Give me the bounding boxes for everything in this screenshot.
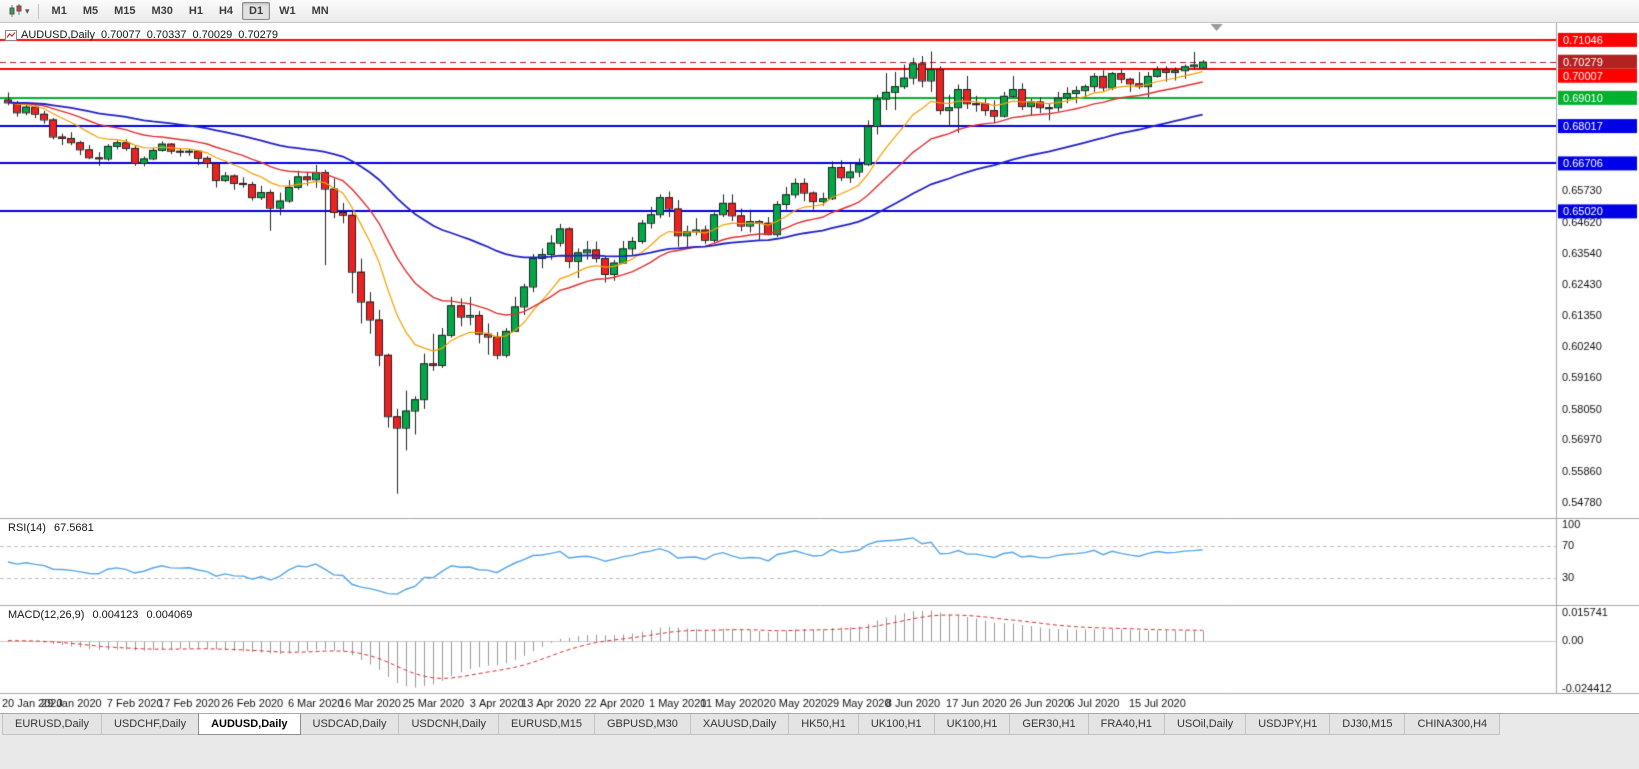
chart-tabs-bar: EURUSD,Daily USDCHF,Daily AUDUSD,Daily USDC…	[0, 713, 1639, 769]
timeframe-button-m30[interactable]: M30	[151, 5, 173, 17]
chart-tab-china300-h4[interactable]: CHINA300,H4	[1404, 714, 1501, 735]
ohlc-close-value: 0.70279	[238, 29, 279, 41]
chart-type-button[interactable]: ▾	[5, 3, 33, 19]
chart-tab-eurusd-daily[interactable]: EURUSD,Daily	[2, 714, 102, 735]
chart-type-dropdown-caret[interactable]: ▾	[25, 6, 30, 16]
chart-tab-dj30-m15[interactable]: DJ30,M15	[1329, 714, 1406, 735]
toolbar-separator	[37, 3, 39, 19]
macd-name: MACD(12,26,9)	[8, 609, 85, 621]
ohlc-open-value: 0.70077	[100, 29, 141, 41]
chart-window-icon	[5, 29, 17, 41]
chart-tab-usdcnh-daily[interactable]: USDCNH,Daily	[398, 714, 500, 735]
rsi-name: RSI(14)	[8, 522, 46, 534]
chart-tab-usdchf-daily[interactable]: USDCHF,Daily	[100, 714, 200, 735]
rsi-value: 67.5681	[53, 522, 94, 534]
timeframe-button-m15[interactable]: M15	[114, 5, 136, 17]
rsi-indicator-label: RSI(14) 67.5681	[8, 522, 99, 534]
candlestick-chart-icon	[8, 4, 23, 18]
chart-tab-usoil-daily[interactable]: USOil,Daily	[1163, 714, 1247, 735]
timeframe-button-w1[interactable]: W1	[279, 5, 296, 17]
timeframe-button-d1[interactable]: D1	[242, 2, 271, 20]
timeframe-button-mn[interactable]: MN	[311, 5, 329, 17]
chart-tab-uk100-h1[interactable]: UK100,H1	[933, 714, 1011, 735]
chart-tab-xauusd-daily[interactable]: XAUUSD,Daily	[689, 714, 790, 735]
chart-ohlc-title: AUDUSD,Daily 0.70077 0.70337 0.70029 0.7…	[5, 29, 284, 41]
chart-tab-ger30-h1[interactable]: GER30,H1	[1009, 714, 1089, 735]
chart-tab-audusd-daily[interactable]: AUDUSD,Daily	[198, 714, 301, 735]
price-chart-canvas[interactable]	[0, 23, 1639, 713]
chart-tab-hk50-h1[interactable]: HK50,H1	[788, 714, 859, 735]
chart-tab-eurusd-m15[interactable]: EURUSD,M15	[498, 714, 595, 735]
chart-symbol-label: AUDUSD,Daily	[21, 29, 95, 41]
timeframe-button-m1[interactable]: M1	[51, 5, 67, 17]
timeframe-button-h4[interactable]: H4	[218, 5, 234, 17]
chart-tab-usdjpy-h1[interactable]: USDJPY,H1	[1245, 714, 1331, 735]
macd-signal-value: 0.004069	[146, 609, 193, 621]
macd-value: 0.004123	[92, 609, 139, 621]
timeframe-button-h1[interactable]: H1	[188, 5, 203, 17]
macd-indicator-label: MACD(12,26,9) 0.004123 0.004069	[8, 609, 197, 621]
timeframe-toolbar: ▾ M1 M5 M15 M30 H1 H4 D1 W1 MN	[0, 0, 1639, 23]
chart-tab-usdcad-daily[interactable]: USDCAD,Daily	[299, 714, 400, 735]
timeframe-button-m5[interactable]: M5	[82, 5, 99, 17]
ohlc-high-value: 0.70337	[146, 29, 187, 41]
chart-tab-uk100-h1[interactable]: UK100,H1	[857, 714, 935, 735]
ohlc-low-value: 0.70029	[192, 29, 233, 41]
chart-tab-fra40-h1[interactable]: FRA40,H1	[1087, 714, 1165, 735]
chart-tab-gbpusd-m30[interactable]: GBPUSD,M30	[593, 714, 691, 735]
timeframe-button-group: M1 M5 M15 M30 H1 H4 D1 W1 MN	[44, 2, 337, 20]
chart-window: AUDUSD,Daily 0.70077 0.70337 0.70029 0.7…	[0, 23, 1639, 713]
